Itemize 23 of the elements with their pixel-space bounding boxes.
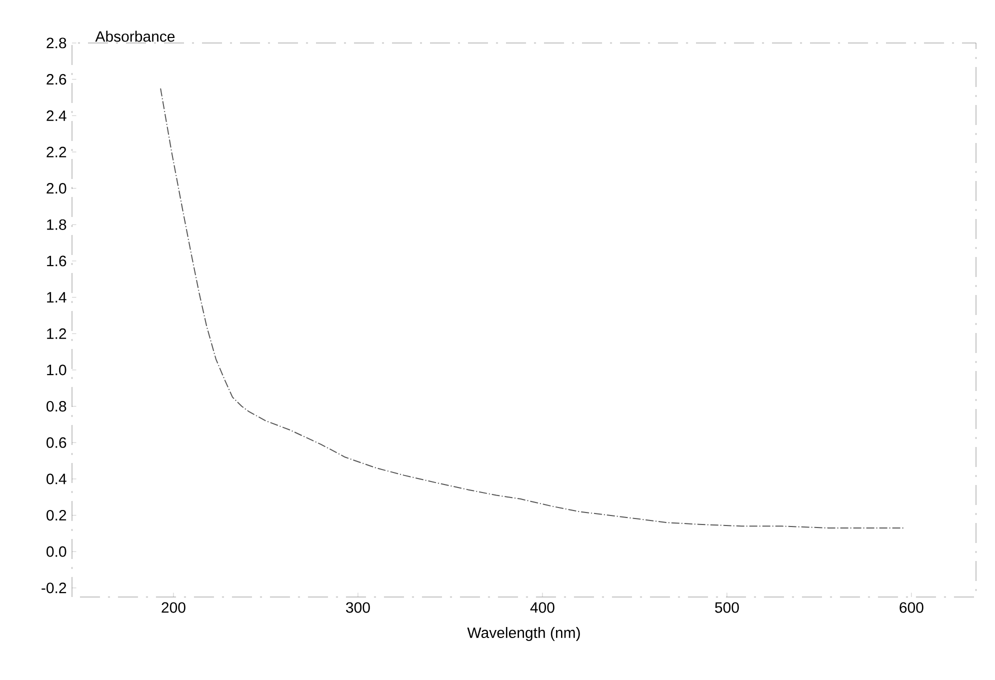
y-tick-label: 0.0 xyxy=(46,546,66,557)
y-tick-label: 1.4 xyxy=(47,292,66,302)
y-axis-title: Absorbance xyxy=(95,30,175,42)
y-tick-label: 2.4 xyxy=(46,110,66,121)
y-tick-label: 1.6 xyxy=(47,256,66,266)
y-tick-label: 2.0 xyxy=(46,183,66,194)
y-tick-label: 0.4 xyxy=(46,474,66,484)
y-tick-label: 0.2 xyxy=(46,510,66,521)
x-tick-label: 400 xyxy=(530,602,554,613)
y-tick-label: 1.8 xyxy=(47,219,66,230)
x-tick-label: 600 xyxy=(900,602,924,613)
y-tick-label: 1.0 xyxy=(47,364,66,376)
y-tick-label: 0.6 xyxy=(46,437,66,448)
x-tick-label: 500 xyxy=(715,602,739,613)
y-tick-label: -0.2 xyxy=(42,582,66,594)
x-tick-label: 300 xyxy=(346,602,370,613)
x-tick-label: 200 xyxy=(162,602,186,613)
y-tick-label: 2.6 xyxy=(46,74,66,85)
x-axis-title: Wavelength (nm) xyxy=(467,627,580,641)
y-tick-label: 2.8 xyxy=(46,38,66,48)
y-tick-label: 0.8 xyxy=(46,400,66,412)
y-tick-label: 1.2 xyxy=(47,328,66,339)
y-tick-label: 2.2 xyxy=(46,146,66,158)
